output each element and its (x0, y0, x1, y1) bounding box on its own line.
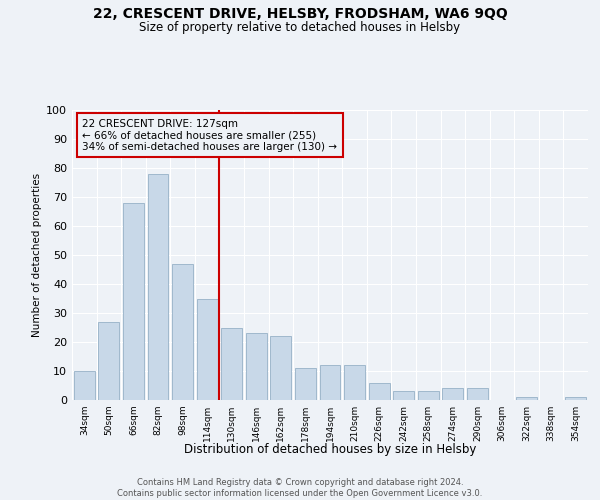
Y-axis label: Number of detached properties: Number of detached properties (32, 173, 42, 337)
Bar (271, 336, 292, 400)
Text: 22, CRESCENT DRIVE, HELSBY, FRODSHAM, WA6 9QQ: 22, CRESCENT DRIVE, HELSBY, FRODSHAM, WA… (92, 8, 508, 22)
Bar (516, 397, 537, 400)
Bar (246, 334, 267, 400)
Bar (123, 203, 144, 400)
Bar (565, 397, 586, 400)
Bar (74, 371, 95, 400)
Text: Contains HM Land Registry data © Crown copyright and database right 2024.
Contai: Contains HM Land Registry data © Crown c… (118, 478, 482, 498)
Text: 22 CRESCENT DRIVE: 127sqm
← 66% of detached houses are smaller (255)
34% of semi: 22 CRESCENT DRIVE: 127sqm ← 66% of detac… (82, 118, 337, 152)
Bar (467, 388, 488, 400)
Text: Size of property relative to detached houses in Helsby: Size of property relative to detached ho… (139, 21, 461, 34)
Bar (295, 368, 316, 400)
Bar (98, 322, 119, 400)
Bar (418, 392, 439, 400)
Bar (172, 264, 193, 400)
Bar (344, 365, 365, 400)
Bar (148, 174, 169, 400)
Bar (368, 382, 389, 400)
Bar (221, 328, 242, 400)
Bar (442, 388, 463, 400)
Bar (320, 365, 340, 400)
Bar (393, 392, 414, 400)
Text: Distribution of detached houses by size in Helsby: Distribution of detached houses by size … (184, 442, 476, 456)
Bar (197, 298, 218, 400)
